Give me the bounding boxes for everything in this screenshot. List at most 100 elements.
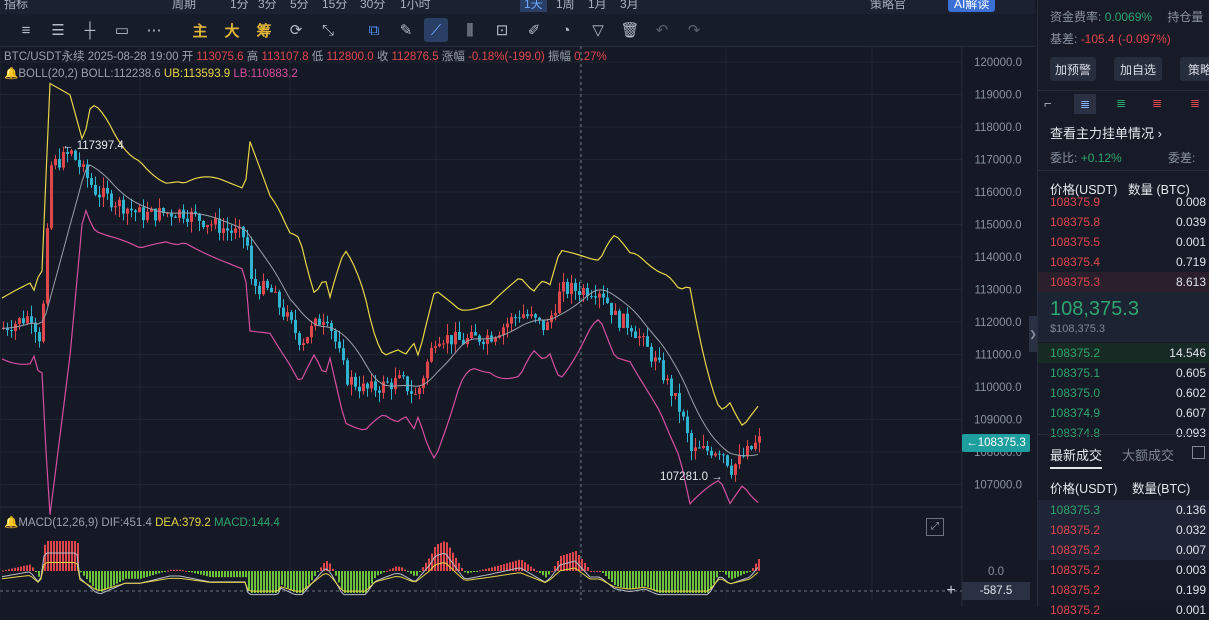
trade-row[interactable]: 108375.2 0.003: [1038, 560, 1209, 580]
tf-30m[interactable]: 30分: [360, 0, 386, 11]
crosshair-icon[interactable]: ┼: [84, 21, 96, 39]
macd-bar: [560, 556, 562, 571]
candle-body: [58, 158, 61, 168]
trade-row[interactable]: 108375.2 0.007: [1038, 540, 1209, 560]
expand-icon[interactable]: ⤢: [926, 518, 944, 536]
trade-row[interactable]: 108375.2 0.032: [1038, 520, 1209, 540]
macd-bar: [629, 571, 631, 590]
tf-1h[interactable]: 1小时: [400, 0, 431, 11]
ask-row[interactable]: 108375.8 0.039: [1038, 212, 1209, 232]
candle-body: [178, 209, 181, 218]
ask-row[interactable]: 108375.4 0.719: [1038, 252, 1209, 272]
macd-bar: [152, 571, 154, 576]
candle-body: [22, 318, 25, 324]
both-sides-icon[interactable]: ≣: [1074, 94, 1096, 114]
big-order-toggle[interactable]: 大: [224, 22, 240, 40]
filter-icon[interactable]: ▽: [592, 22, 604, 39]
tab-latest-trades[interactable]: 最新成交: [1050, 445, 1103, 469]
candle-body: [154, 208, 157, 221]
trade-row[interactable]: 108375.3 0.136: [1038, 500, 1209, 520]
trendline-icon[interactable]: ⟋: [424, 18, 448, 42]
add-icon[interactable]: +: [946, 582, 956, 599]
orderbook-mode-icon[interactable]: ⌐: [1044, 96, 1052, 111]
ai-interpret-button[interactable]: AI解读: [948, 0, 996, 12]
strategy-menu[interactable]: 策略官: [870, 0, 907, 11]
candle-body: [142, 207, 145, 221]
macd-bar: [104, 571, 106, 591]
tf-15m[interactable]: 15分: [322, 0, 348, 11]
strategy-button[interactable]: 策略: [1180, 57, 1209, 81]
tf-1w[interactable]: 1周: [556, 0, 575, 11]
tab-large-trades[interactable]: 大额成交: [1122, 448, 1175, 463]
candle-body: [646, 336, 649, 347]
copy-icon[interactable]: ⧉: [368, 21, 380, 39]
macd-bar: [335, 571, 337, 576]
candle-body: [534, 314, 537, 318]
candle-body: [146, 211, 149, 221]
add-watchlist-button[interactable]: 加自选: [1114, 57, 1162, 81]
trade-row[interactable]: 108375.2 0.001: [1038, 600, 1209, 620]
ruler-icon[interactable]: ✎: [399, 22, 413, 39]
macd-bar: [275, 571, 277, 593]
tf-1d[interactable]: 1天: [520, 0, 547, 12]
bid-row[interactable]: 108375.1 0.605: [1038, 363, 1209, 383]
period-menu[interactable]: 周期: [172, 0, 197, 11]
kline-chart[interactable]: 120000.0 119000.0 118000.0 117000.0 116000.0…: [0, 46, 1035, 607]
bid-row[interactable]: 108375.2 14.546: [1038, 343, 1209, 363]
candle-body: [338, 341, 341, 349]
ask-row[interactable]: 108375.5 0.001: [1038, 232, 1209, 252]
candle-body: [546, 322, 549, 331]
main-chart-toggle[interactable]: 主: [192, 22, 208, 40]
large-trades-checkbox[interactable]: [1192, 446, 1205, 459]
undo-icon[interactable]: ↶: [655, 22, 669, 39]
candle-body: [134, 210, 137, 213]
trade-row[interactable]: 108375.2 0.199: [1038, 580, 1209, 600]
candle-body: [562, 281, 565, 292]
scale-icon[interactable]: ⤡: [321, 21, 334, 39]
asks-only-icon[interactable]: ≣: [1152, 96, 1163, 110]
indicator-menu[interactable]: 指标: [4, 0, 29, 11]
trash-icon[interactable]: 🗑: [620, 22, 640, 39]
macd-bar: [440, 542, 442, 571]
bid-row[interactable]: 108374.9 0.607: [1038, 403, 1209, 423]
list-icon[interactable]: ☰: [51, 22, 65, 39]
macd-bar: [605, 571, 607, 576]
magnet-icon[interactable]: ◔: [561, 21, 571, 39]
rectangle-icon[interactable]: ▭: [114, 22, 130, 39]
depth-icon[interactable]: ≣: [1190, 96, 1201, 110]
chip-toggle[interactable]: 筹: [256, 22, 272, 40]
note-icon[interactable]: ✐: [527, 22, 541, 39]
candle-body: [158, 207, 161, 221]
tf-1mo[interactable]: 1月: [588, 0, 607, 11]
macd-bar: [683, 571, 685, 593]
menu-icon[interactable]: ≡: [21, 21, 31, 39]
bid-row[interactable]: 108375.0 0.602: [1038, 383, 1209, 403]
candle-body: [174, 216, 177, 218]
bell-icon[interactable]: 🔔: [4, 517, 19, 529]
funding-row: 资金费率: 0.0069% 持仓量: [1050, 10, 1204, 24]
ask-row[interactable]: 108375.3 8.613: [1038, 272, 1209, 292]
candle-body: [358, 386, 361, 392]
refresh-icon[interactable]: ⟳: [289, 22, 303, 39]
redo-icon[interactable]: ↷: [687, 22, 701, 39]
tf-5m[interactable]: 5分: [290, 0, 309, 11]
lock-icon[interactable]: ⊡: [495, 22, 509, 39]
candle-icon[interactable]: ⫼: [466, 21, 474, 39]
candle-body: [582, 288, 585, 295]
ask-row[interactable]: 108375.9 0.008: [1038, 192, 1209, 212]
candle-body: [38, 332, 41, 342]
tf-1m[interactable]: 1分: [230, 0, 249, 11]
bell-icon[interactable]: 🔔: [4, 68, 19, 80]
tf-3mo[interactable]: 3月: [620, 0, 639, 11]
candle-body: [714, 453, 717, 456]
macd-bar: [662, 571, 664, 593]
more-icon[interactable]: ⋯: [146, 22, 162, 39]
bids-only-icon[interactable]: ≣: [1116, 96, 1127, 110]
macd-bar: [224, 571, 226, 578]
tf-3m[interactable]: 3分: [258, 0, 277, 11]
candle-body: [426, 361, 429, 379]
add-alert-button[interactable]: 加预警: [1050, 57, 1096, 81]
collapse-panel-handle[interactable]: ❯: [1029, 316, 1037, 352]
bid-row[interactable]: 108374.8 0.093: [1038, 423, 1209, 443]
main-orders-link[interactable]: 查看主力挂单情况 ›: [1050, 126, 1162, 141]
